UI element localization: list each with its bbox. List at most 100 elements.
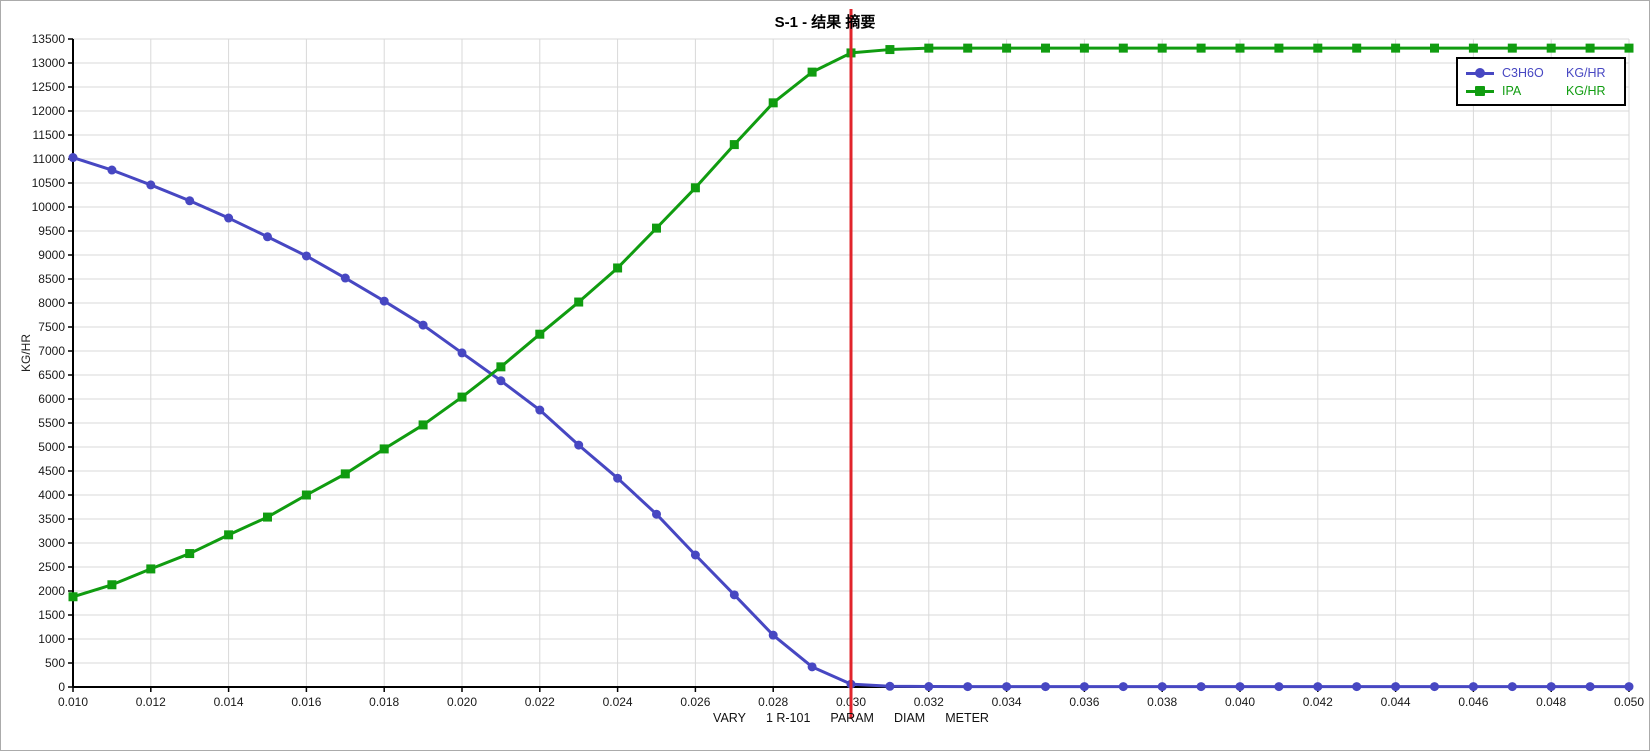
data-point[interactable] [690,183,700,193]
data-point[interactable] [729,140,739,150]
data-point[interactable] [574,297,584,307]
data-point[interactable] [1041,682,1050,692]
x-tick-label: 0.016 [291,695,321,709]
data-point[interactable] [885,681,895,691]
data-point[interactable] [924,682,934,692]
legend-item-c3h6o[interactable]: C3H6O KG/HR [1466,64,1616,82]
x-tick-label: 0.012 [136,695,166,709]
data-point[interactable] [535,329,545,339]
data-point[interactable] [185,549,195,559]
data-point[interactable] [146,180,156,190]
y-tick-label: 0 [58,680,65,694]
series-ipa[interactable] [68,43,1634,602]
x-tick-label: 0.048 [1536,695,1566,709]
data-point[interactable] [1157,682,1167,692]
data-point[interactable] [68,592,78,602]
y-tick-label: 500 [45,656,65,670]
data-point[interactable] [1235,682,1245,692]
data-point[interactable] [301,251,311,261]
data-point[interactable] [1507,43,1517,53]
data-point[interactable] [807,67,817,77]
legend[interactable]: C3H6O KG/HR IPA KG/HR [1456,57,1626,106]
series-c3h6o[interactable] [68,153,1634,692]
data-point[interactable] [963,682,973,692]
data-point[interactable] [1546,43,1556,53]
data-point[interactable] [1041,43,1050,53]
data-point[interactable] [1352,682,1362,692]
x-axis-title-part: METER [945,711,989,725]
data-point[interactable] [340,469,350,479]
data-point[interactable] [1468,682,1478,692]
data-point[interactable] [1274,682,1284,692]
data-point[interactable] [1585,43,1595,53]
data-point[interactable] [1002,43,1012,53]
data-point[interactable] [107,580,117,590]
data-point[interactable] [963,43,973,53]
data-point[interactable] [807,662,817,672]
y-tick-label: 13000 [32,56,66,70]
y-tick-label: 1500 [38,608,65,622]
data-point[interactable] [1079,43,1089,53]
data-point[interactable] [457,348,467,358]
data-point[interactable] [185,196,195,206]
data-point[interactable] [613,473,623,483]
data-point[interactable] [885,45,895,55]
data-point[interactable] [496,376,506,386]
data-point[interactable] [1196,43,1206,53]
data-point[interactable] [1430,682,1439,692]
data-point[interactable] [68,153,78,163]
data-point[interactable] [690,550,700,560]
data-point[interactable] [379,444,389,454]
data-point[interactable] [613,263,623,273]
data-point[interactable] [768,98,778,108]
data-point[interactable] [496,362,506,372]
data-point[interactable] [107,165,117,175]
data-point[interactable] [1313,43,1323,53]
data-point[interactable] [652,509,661,519]
data-point[interactable] [146,564,156,574]
data-point[interactable] [1430,43,1439,53]
data-point[interactable] [418,420,428,430]
legend-series-unit: KG/HR [1566,84,1606,98]
data-point[interactable] [1157,43,1167,53]
data-point[interactable] [1235,43,1245,53]
data-point[interactable] [1002,682,1012,692]
data-point[interactable] [1391,43,1401,53]
data-point[interactable] [924,43,934,53]
data-point[interactable] [1468,43,1478,53]
data-point[interactable] [224,530,234,540]
data-point[interactable] [1624,43,1634,53]
data-point[interactable] [1352,43,1362,53]
data-point[interactable] [263,232,272,242]
data-point[interactable] [1079,682,1089,692]
data-point[interactable] [1313,682,1323,692]
data-point[interactable] [224,213,234,223]
data-point[interactable] [340,273,350,283]
data-point[interactable] [1507,682,1517,692]
data-point[interactable] [652,223,661,233]
x-tick-label: 0.044 [1381,695,1411,709]
data-point[interactable] [768,630,778,640]
data-point[interactable] [729,590,739,600]
data-point[interactable] [379,296,389,306]
data-point[interactable] [1585,682,1595,692]
x-tick-labels: 0.010 0.012 0.014 0.016 0.018 0.020 0.022 0.024… [58,695,1644,709]
data-point[interactable] [1624,682,1634,692]
data-point[interactable] [418,320,428,330]
data-point[interactable] [457,392,467,402]
data-point[interactable] [1118,682,1128,692]
legend-item-ipa[interactable]: IPA KG/HR [1466,82,1616,100]
data-point[interactable] [535,405,545,415]
data-point[interactable] [1118,43,1128,53]
data-point[interactable] [1196,682,1206,692]
data-point[interactable] [574,440,584,450]
data-point[interactable] [263,512,272,522]
data-point[interactable] [301,490,311,500]
data-point[interactable] [1274,43,1284,53]
data-point[interactable] [1391,682,1401,692]
y-tick-label: 5500 [38,416,65,430]
x-tick-label: 0.046 [1458,695,1488,709]
x-tick-label: 0.020 [447,695,477,709]
data-point[interactable] [1546,682,1556,692]
